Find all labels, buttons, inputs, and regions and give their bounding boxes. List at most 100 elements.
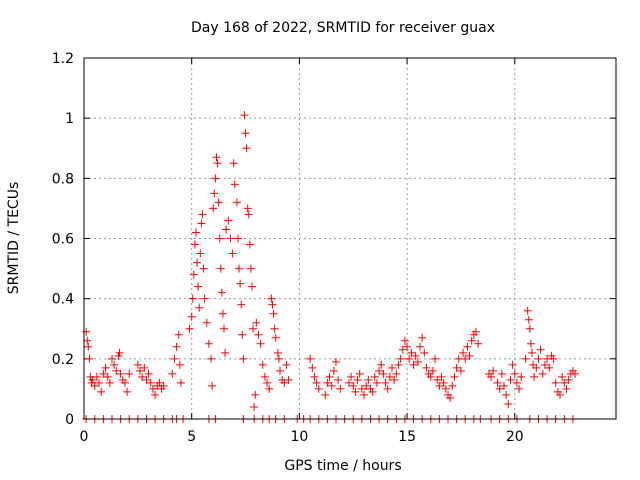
data-point <box>403 342 412 351</box>
data-point <box>133 360 142 369</box>
data-point <box>101 363 110 372</box>
x-tick-label: 0 <box>80 429 89 445</box>
data-point <box>465 351 474 360</box>
data-point <box>236 279 245 288</box>
data-point <box>497 369 506 378</box>
data-point <box>239 354 248 363</box>
data-point <box>571 369 580 378</box>
data-point <box>82 327 91 336</box>
data-point <box>370 372 379 381</box>
data-point <box>251 390 260 399</box>
data-point <box>351 387 360 396</box>
x-tick-label: 10 <box>290 429 308 445</box>
data-point <box>140 363 149 372</box>
data-point <box>413 357 422 366</box>
data-point <box>314 384 323 393</box>
data-point <box>329 366 338 375</box>
data-point <box>512 378 521 387</box>
data-point <box>474 339 483 348</box>
data-point <box>456 366 465 375</box>
x-axis-label: GPS time / hours <box>284 458 401 474</box>
data-point <box>267 294 276 303</box>
data-point <box>83 336 92 345</box>
y-tick-label: 0.6 <box>52 232 74 248</box>
data-point <box>452 363 461 372</box>
data-point <box>252 318 261 327</box>
data-point <box>245 240 254 249</box>
data-point <box>274 354 283 363</box>
data-point <box>500 381 508 390</box>
data-point <box>256 339 265 348</box>
data-point <box>360 390 368 399</box>
data-point <box>526 339 535 348</box>
data-point <box>207 354 216 363</box>
data-point <box>142 375 151 384</box>
data-point <box>276 366 284 375</box>
data-point <box>271 333 280 342</box>
data-point <box>248 282 256 291</box>
data-point <box>220 324 228 333</box>
chart-title: Day 168 of 2022, SRMTID for receiver gua… <box>191 20 495 36</box>
data-point <box>260 372 269 381</box>
data-point <box>441 384 450 393</box>
data-point <box>90 381 99 390</box>
data-point <box>230 180 239 189</box>
data-point <box>172 342 181 351</box>
data-point <box>195 303 204 312</box>
data-point <box>224 216 233 225</box>
data-point <box>244 210 253 219</box>
data-point <box>545 363 554 372</box>
data-point <box>321 390 330 399</box>
y-tick-label: 0.8 <box>52 171 74 187</box>
data-point <box>437 372 446 381</box>
data-point <box>510 369 519 378</box>
y-tick-label: 0 <box>65 412 74 428</box>
data-point <box>92 372 101 381</box>
data-point <box>221 348 230 357</box>
y-tick-label: 0.4 <box>52 292 74 308</box>
data-point <box>265 384 274 393</box>
data-point <box>123 387 132 396</box>
data-point <box>530 372 539 381</box>
y-tick-label: 1 <box>65 111 74 127</box>
data-point <box>355 369 364 378</box>
data-point <box>504 399 513 408</box>
data-point <box>549 354 558 363</box>
data-point <box>189 270 198 279</box>
data-point <box>508 360 517 369</box>
data-point <box>487 372 496 381</box>
data-point <box>463 342 472 351</box>
data-point <box>532 363 541 372</box>
data-point <box>306 354 315 363</box>
y-axis-label: SRMTID / TECUs <box>6 182 22 295</box>
plot-frame <box>83 57 617 420</box>
data-point <box>175 360 184 369</box>
data-point <box>168 369 177 378</box>
data-point <box>439 378 448 387</box>
data-point <box>323 378 332 387</box>
data-point <box>284 375 293 384</box>
data-point <box>502 390 511 399</box>
data-point <box>433 375 442 384</box>
data-point <box>238 330 247 339</box>
data-point <box>88 375 97 384</box>
data-point <box>85 354 94 363</box>
data-point <box>435 381 444 390</box>
data-point <box>210 189 219 198</box>
data-point <box>448 381 457 390</box>
x-tick-label: 5 <box>187 429 196 445</box>
data-point <box>310 372 319 381</box>
data-point <box>375 366 384 375</box>
data-point <box>362 381 371 390</box>
data-point <box>506 375 515 384</box>
data-point <box>364 375 373 384</box>
data-point <box>193 258 202 267</box>
data-point <box>534 354 543 363</box>
data-point <box>187 312 196 321</box>
data-point <box>212 153 221 162</box>
data-point <box>368 387 377 396</box>
data-point <box>99 369 108 378</box>
data-point <box>515 384 524 393</box>
data-point <box>185 324 194 333</box>
